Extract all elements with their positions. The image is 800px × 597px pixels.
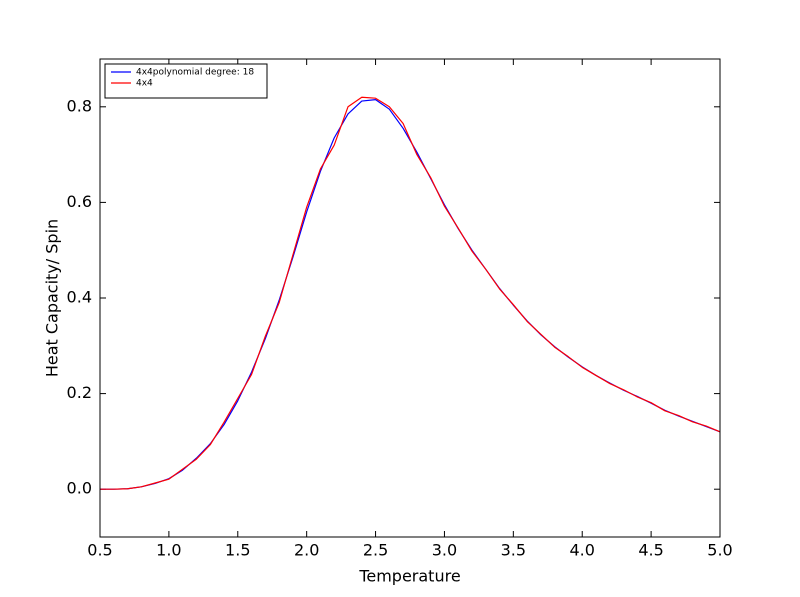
y-tick-label: 0.8 (67, 96, 92, 115)
y-tick-label: 0.2 (67, 383, 92, 402)
x-tick-label: 3.5 (501, 541, 526, 560)
legend-label: 4x4polynomial degree: 18 (136, 68, 254, 78)
y-axis-label: Heat Capacity/ Spin (43, 219, 62, 377)
y-tick-label: 0.0 (67, 479, 92, 498)
x-tick-label: 3.0 (432, 541, 457, 560)
y-tick-label: 0.6 (67, 192, 92, 211)
legend-box (104, 63, 268, 99)
x-axis-label: Temperature (358, 567, 460, 586)
x-tick-label: 1.0 (156, 541, 181, 560)
x-tick-label: 0.5 (87, 541, 112, 560)
x-tick-label: 5.0 (707, 541, 732, 560)
x-tick-label: 4.5 (638, 541, 663, 560)
x-tick-label: 2.0 (294, 541, 319, 560)
x-tick-label: 1.5 (225, 541, 250, 560)
legend-label: 4x4 (136, 79, 153, 89)
x-tick-label: 4.0 (569, 541, 594, 560)
x-tick-label: 2.5 (363, 541, 388, 560)
y-tick-label: 0.4 (67, 288, 92, 307)
plot-frame (99, 58, 721, 538)
data-line (100, 96, 721, 490)
